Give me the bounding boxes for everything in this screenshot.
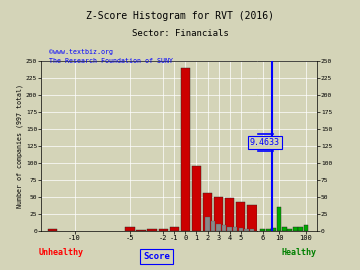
- Bar: [244, 229, 248, 231]
- Bar: [276, 207, 282, 231]
- Bar: [282, 227, 287, 231]
- Bar: [287, 230, 292, 231]
- Text: Sector: Financials: Sector: Financials: [132, 29, 228, 38]
- Text: Healthy: Healthy: [281, 248, 316, 257]
- Bar: [203, 193, 212, 231]
- Bar: [293, 227, 298, 231]
- Bar: [158, 229, 168, 231]
- Bar: [298, 227, 303, 231]
- Bar: [233, 227, 238, 231]
- Bar: [170, 227, 179, 231]
- Bar: [303, 225, 309, 231]
- Bar: [181, 68, 190, 231]
- Bar: [260, 229, 265, 231]
- Bar: [205, 217, 210, 231]
- Bar: [271, 228, 276, 231]
- Bar: [228, 227, 232, 231]
- Bar: [239, 228, 243, 231]
- Bar: [136, 230, 146, 231]
- Text: Unhealthy: Unhealthy: [39, 248, 84, 257]
- Bar: [192, 166, 201, 231]
- Bar: [125, 227, 135, 231]
- Text: The Research Foundation of SUNY: The Research Foundation of SUNY: [49, 58, 172, 65]
- Bar: [148, 230, 157, 231]
- Bar: [211, 221, 215, 231]
- Bar: [249, 230, 254, 231]
- Bar: [247, 205, 257, 231]
- Text: 9.4633: 9.4633: [250, 138, 280, 147]
- Text: ©www.textbiz.org: ©www.textbiz.org: [49, 49, 113, 55]
- Text: Score: Score: [143, 252, 170, 261]
- Bar: [216, 224, 221, 231]
- Y-axis label: Number of companies (997 total): Number of companies (997 total): [17, 84, 23, 208]
- Bar: [48, 230, 57, 231]
- Bar: [214, 197, 223, 231]
- Text: Z-Score Histogram for RVT (2016): Z-Score Histogram for RVT (2016): [86, 11, 274, 21]
- Bar: [222, 225, 226, 231]
- Bar: [266, 230, 271, 231]
- Bar: [236, 202, 246, 231]
- Bar: [225, 198, 234, 231]
